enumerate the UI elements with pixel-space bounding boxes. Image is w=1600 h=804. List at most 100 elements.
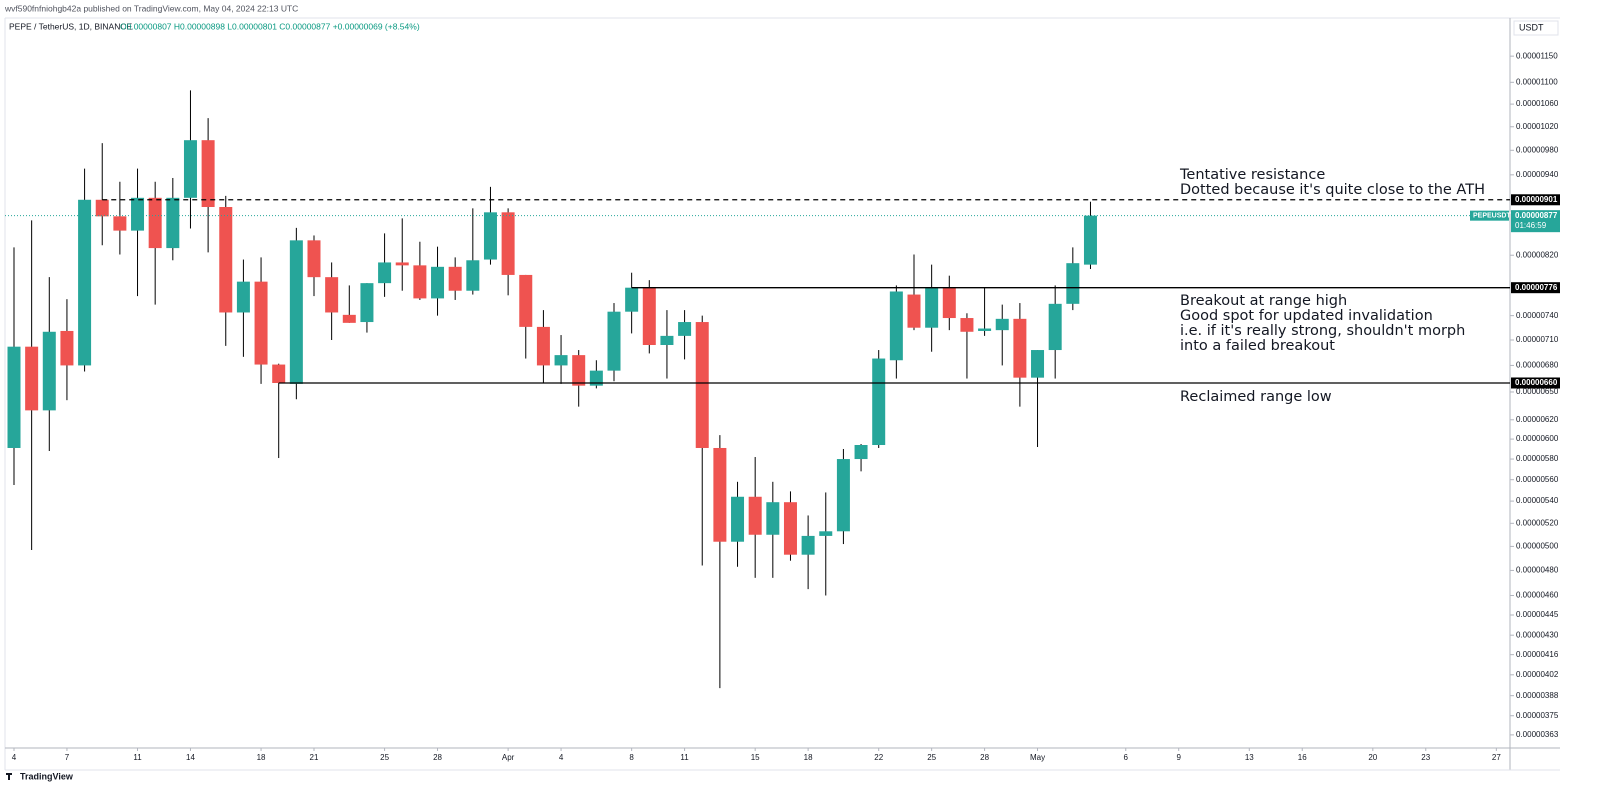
y-tick-label: 0.00000980 [1516,145,1559,154]
candle-body [131,197,145,231]
candle-body [766,502,780,535]
annotation: Reclaimed range low [1180,389,1332,405]
y-tick-label: 0.00001060 [1516,99,1559,108]
candle-body [1066,263,1080,304]
y-tick-label: 0.00001150 [1516,51,1558,60]
symbol-box [1470,210,1509,221]
candle-body [183,140,197,198]
candle-body [625,287,639,312]
candle-body [854,445,868,460]
candle-body [342,314,356,323]
x-tick-label: 28 [433,753,442,762]
x-tick-label: 22 [874,753,883,762]
x-tick-label: 18 [804,753,813,762]
candle-body [289,240,303,384]
candle-body [642,287,656,346]
candle-body [731,496,745,542]
y-tick-label: 0.00000388 [1516,691,1559,700]
annotation: Tentative resistance [1179,167,1325,183]
y-tick-label: 0.00000740 [1516,311,1559,320]
level-label-box [1511,377,1560,389]
x-tick-label: 15 [751,753,760,762]
candle-body [431,266,445,299]
candle-body [219,207,233,313]
level-label-box [1511,282,1560,294]
level-label: 0.00000776 [1515,283,1558,292]
candle-body [942,287,956,319]
y-tick-label: 0.00000820 [1516,250,1559,259]
y-tick-label: 0.00001100 [1516,77,1558,86]
plot-area [7,90,1097,689]
candle-body [801,535,815,555]
candle-body [572,355,586,386]
candle-body [113,216,127,231]
y-tick-label: 0.00000710 [1516,335,1559,344]
candle-body [360,283,374,323]
x-tick-label: 11 [133,753,142,762]
candle-body [536,326,550,366]
candle-body [7,346,21,448]
candle-body [713,447,727,542]
y-tick-label: 0.00000500 [1516,542,1559,551]
y-tick-label: 0.00000620 [1516,415,1559,424]
candle-body [95,199,109,217]
candle-body [25,346,39,411]
candle-body [695,322,709,448]
ohlc: O0.00000807 H0.00000898 L0.00000801 C0.0… [120,21,420,31]
candle-body [678,322,692,336]
candle-body [42,331,56,411]
candle-body [166,197,180,249]
x-tick-label: 8 [629,753,634,762]
currency: USDT [1519,22,1544,32]
candle-body [1013,318,1027,378]
y-tick-label: 0.00000375 [1516,711,1559,720]
candle-body [325,277,339,313]
x-tick-label: 4 [12,753,17,762]
y-tick-label: 0.00000940 [1516,170,1559,179]
x-tick-label: 4 [559,753,564,762]
last-price-box [1511,210,1560,233]
y-tick-label: 0.00000540 [1516,496,1559,505]
candle-body [889,291,903,361]
symbol-label: PEPEUSDT [1473,213,1511,220]
candle-body [995,318,1009,331]
candle-body [254,281,268,365]
candle-body [783,502,797,555]
candle-body [819,531,833,536]
level-label: 0.00000901 [1515,195,1558,204]
y-tick-label: 0.00000600 [1516,434,1559,443]
x-tick-label: Apr [502,753,515,762]
candle-body [554,355,568,366]
brand: TradingView [20,771,74,781]
candle-body [236,281,250,313]
y-tick-label: 0.00000430 [1516,630,1559,639]
currency-box [1513,20,1559,36]
annotation: Breakout at range high [1180,293,1347,309]
y-tick-label: 0.00000580 [1516,454,1559,463]
candle-body [748,496,762,535]
candle-body [148,197,162,249]
candle-body [960,318,974,332]
y-tick-label: 0.00000480 [1516,566,1559,575]
symbol: PEPE / TetherUS, 1D, BINANCE [9,21,132,31]
x-tick-label: 16 [1298,753,1307,762]
y-tick-label: 0.00000402 [1516,670,1559,679]
candle-body [413,265,427,299]
annotation: i.e. if it's really strong, shouldn't mo… [1180,323,1465,339]
candle-body [395,262,409,266]
candle-body [907,294,921,328]
x-tick-label: 20 [1368,753,1377,762]
y-tick-label: 0.00000650 [1516,387,1559,396]
y-tick-label: 0.00000363 [1516,730,1559,739]
x-tick-label: 7 [65,753,70,762]
candle-body [872,358,886,446]
candle-body [1083,215,1097,265]
candle-body [589,370,603,386]
y-tick-label: 0.00000460 [1516,591,1559,600]
x-tick-label: 25 [380,753,389,762]
candle-body [501,212,515,275]
candle-body [607,311,621,371]
candle-body [925,287,939,328]
